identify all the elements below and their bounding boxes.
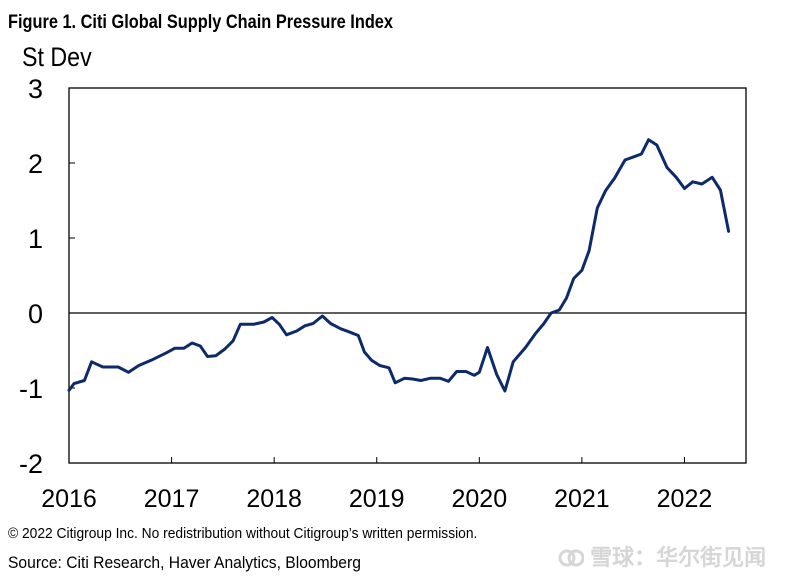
data-point <box>191 342 193 344</box>
data-point <box>117 366 119 368</box>
data-point <box>183 347 185 350</box>
data-point <box>321 315 324 317</box>
data-point <box>102 366 104 368</box>
data-point <box>429 377 431 380</box>
data-point <box>534 332 537 335</box>
data-point <box>403 377 406 380</box>
data-point <box>394 382 397 384</box>
x-tick-label: 2018 <box>246 485 302 513</box>
data-point <box>90 361 93 363</box>
x-tick-label: 2021 <box>554 485 610 513</box>
x-tick-label: 2016 <box>41 485 97 513</box>
data-point <box>388 367 390 369</box>
data-point <box>550 312 552 314</box>
y-axis-unit-label: St Dev <box>22 42 92 72</box>
data-point <box>666 166 668 169</box>
data-point <box>83 379 86 382</box>
data-point <box>727 230 730 233</box>
data-point <box>701 183 703 185</box>
x-tick-label: 2017 <box>144 485 200 513</box>
data-point <box>165 352 168 354</box>
data-point <box>357 334 360 337</box>
data-point <box>263 321 265 323</box>
snowball-logo-icon <box>558 549 584 567</box>
data-point <box>295 330 298 332</box>
data-point <box>478 371 481 374</box>
data-point <box>647 138 650 141</box>
source-note: Source: Citi Research, Haver Analytics, … <box>8 553 361 572</box>
supply-chain-pressure-line <box>67 138 731 393</box>
data-point <box>613 177 616 179</box>
data-point <box>473 374 476 377</box>
data-point <box>495 373 498 376</box>
watermark: 雪球：华尔街见闻 <box>558 540 766 572</box>
data-point <box>232 340 234 342</box>
data-point <box>588 249 590 252</box>
y-tick-label: 2 <box>28 149 43 179</box>
data-point <box>285 334 288 336</box>
data-point <box>512 361 514 363</box>
data-point <box>138 364 140 367</box>
watermark-text: 雪球：华尔街见闻 <box>590 545 767 570</box>
data-point <box>304 325 306 327</box>
data-point <box>224 348 226 350</box>
data-point <box>370 359 373 362</box>
data-point <box>683 187 686 190</box>
data-point <box>640 153 643 155</box>
data-point <box>439 377 442 380</box>
figure-title: Figure 1. Citi Global Supply Chain Press… <box>8 12 393 33</box>
data-point <box>348 331 350 333</box>
data-point <box>691 181 694 183</box>
data-point <box>214 355 217 357</box>
data-point <box>543 322 545 325</box>
data-point <box>656 144 658 146</box>
data-point <box>675 176 677 179</box>
data-point <box>68 389 70 392</box>
y-tick-label: 0 <box>28 299 43 329</box>
data-point <box>719 189 722 191</box>
data-point <box>596 207 599 209</box>
data-point <box>565 297 568 299</box>
data-point <box>127 371 130 374</box>
data-point <box>558 309 561 311</box>
data-point <box>465 370 467 373</box>
data-point <box>604 190 607 192</box>
data-point <box>411 378 414 380</box>
data-point <box>340 328 342 330</box>
copyright-note: © 2022 Citigroup Inc. No redistribution … <box>8 525 478 542</box>
data-point <box>504 390 506 392</box>
y-tick-label: 3 <box>28 74 43 104</box>
data-point <box>150 359 152 362</box>
data-point <box>581 269 583 272</box>
y-tick-label: -1 <box>19 374 43 404</box>
data-point <box>252 323 255 326</box>
x-tick-label: 2022 <box>657 485 713 513</box>
x-tick-label: 2019 <box>349 485 405 513</box>
data-point <box>524 346 527 349</box>
x-tick-label: 2020 <box>451 485 507 513</box>
y-tick-label: -2 <box>19 449 43 479</box>
data-point <box>329 322 332 325</box>
data-point <box>271 316 273 319</box>
data-point <box>173 347 176 350</box>
data-point <box>624 159 626 161</box>
data-point <box>278 323 281 326</box>
data-point <box>206 355 209 358</box>
data-point <box>455 370 458 373</box>
data-point <box>199 345 202 347</box>
data-point <box>447 380 450 383</box>
data-point <box>420 379 422 382</box>
data-point <box>73 382 75 385</box>
plot-area-frame <box>68 87 747 464</box>
data-point <box>379 364 381 367</box>
data-point <box>363 351 366 353</box>
data-point <box>486 346 489 349</box>
data-point <box>711 176 713 179</box>
data-point <box>312 322 314 325</box>
data-point <box>572 277 575 280</box>
y-tick-label: 1 <box>28 224 43 254</box>
data-point <box>239 323 242 326</box>
